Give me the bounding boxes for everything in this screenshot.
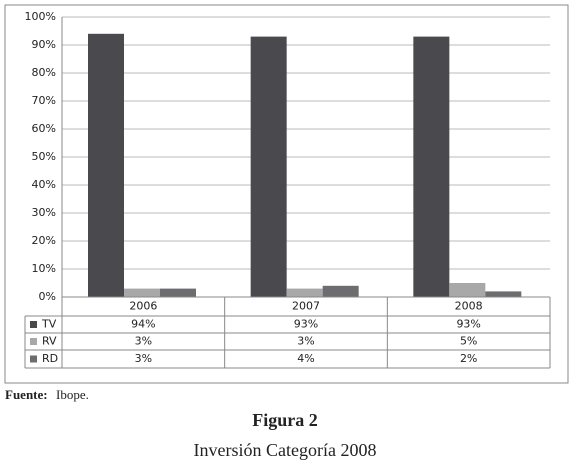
legend-swatch [30, 321, 37, 328]
legend-swatch [30, 355, 37, 363]
bar [124, 288, 160, 297]
data-label: 4% [297, 352, 314, 365]
bar [449, 283, 486, 297]
y-tick-label: 40% [32, 178, 56, 191]
legend-label: TV [41, 318, 57, 331]
bar [250, 36, 287, 297]
data-label: 2% [460, 352, 477, 365]
data-label: 3% [135, 352, 152, 365]
y-tick-label: 20% [32, 234, 56, 247]
bar [485, 291, 522, 297]
bar [160, 288, 196, 297]
bar [88, 33, 124, 298]
y-tick-label: 0% [39, 290, 56, 303]
bar [286, 288, 323, 297]
y-tick-label: 90% [32, 38, 56, 51]
y-tick-label: 100% [25, 10, 56, 23]
y-tick-label: 50% [32, 150, 56, 163]
data-label: 3% [135, 335, 152, 348]
x-tick-label: 2007 [292, 300, 320, 313]
legend-label: RD [42, 352, 58, 365]
y-tick-label: 10% [32, 262, 56, 275]
bar [413, 36, 450, 297]
source-label: Fuente: [5, 387, 48, 402]
chart-frame [4, 4, 569, 384]
source: Ibope. [56, 387, 89, 402]
data-label: 5% [460, 335, 477, 348]
y-tick-label: 30% [32, 206, 56, 219]
caption: Inversión Categoría 2008 [194, 440, 377, 460]
x-tick-label: 2008 [455, 300, 483, 313]
legend-swatch [30, 338, 37, 345]
legend-label: RV [42, 335, 57, 348]
y-tick-label: 60% [32, 122, 56, 135]
y-tick-label: 70% [32, 94, 56, 107]
y-tick-label: 80% [32, 66, 56, 79]
data-label: 3% [297, 335, 314, 348]
figure-label: Figura 2 [252, 410, 318, 430]
x-tick-label: 2006 [129, 300, 157, 313]
bar [322, 285, 359, 297]
data-label: 94% [131, 318, 155, 331]
data-label: 93% [294, 318, 318, 331]
data-label: 93% [456, 318, 480, 331]
